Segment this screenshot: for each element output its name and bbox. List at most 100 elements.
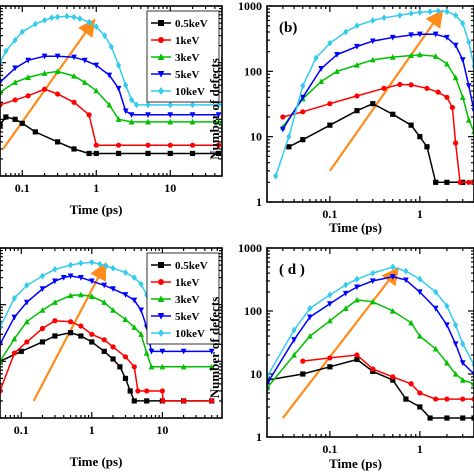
data-point bbox=[416, 31, 423, 38]
data-point bbox=[327, 39, 333, 47]
data-point bbox=[32, 129, 38, 135]
data-point bbox=[354, 275, 360, 283]
data-point bbox=[11, 335, 18, 342]
data-point bbox=[389, 34, 396, 41]
legend: 0.5keV 1keV 3keV 5keV 10keV bbox=[146, 252, 220, 345]
data-point bbox=[444, 60, 450, 67]
data-point bbox=[131, 324, 138, 330]
legend-marker bbox=[158, 279, 164, 285]
data-point bbox=[416, 332, 423, 339]
data-point bbox=[128, 96, 135, 104]
data-point bbox=[180, 363, 187, 370]
data-point bbox=[189, 142, 196, 148]
data-point bbox=[77, 15, 83, 22]
x-axis-title: Time (ps) bbox=[70, 454, 123, 469]
data-point bbox=[354, 356, 360, 363]
series-1keV bbox=[0, 86, 222, 148]
data-point bbox=[342, 290, 349, 297]
data-point bbox=[110, 344, 116, 350]
legend-label: 10keV bbox=[175, 86, 205, 98]
data-point bbox=[19, 120, 25, 126]
trend-arrow bbox=[281, 266, 400, 419]
legend-marker bbox=[158, 87, 164, 95]
data-point bbox=[354, 284, 360, 291]
data-point bbox=[49, 14, 55, 22]
y-tick-label: 1 bbox=[256, 195, 262, 209]
data-point bbox=[370, 101, 376, 107]
data-point bbox=[369, 298, 376, 305]
y-tick-label: 100 bbox=[244, 304, 262, 318]
data-point bbox=[327, 122, 333, 128]
data-point bbox=[435, 89, 441, 95]
data-point bbox=[78, 323, 84, 329]
data-point bbox=[122, 316, 129, 322]
panel-c: 0.1 1 10 Time (ps) 0.5keV 1keV 3keV 5keV 10keV bbox=[0, 247, 223, 469]
data-point bbox=[39, 272, 46, 280]
data-point bbox=[115, 116, 122, 122]
data-point bbox=[291, 326, 297, 334]
data-point bbox=[167, 150, 173, 157]
data-point bbox=[327, 317, 333, 324]
data-point bbox=[127, 388, 133, 394]
data-point bbox=[128, 118, 135, 125]
data-point bbox=[427, 415, 433, 421]
y-tick-label: 100 bbox=[244, 64, 262, 78]
data-point bbox=[433, 179, 439, 185]
data-point bbox=[459, 376, 466, 383]
data-point bbox=[327, 364, 333, 370]
data-point bbox=[93, 150, 99, 157]
x-tick-label: 1 bbox=[417, 207, 423, 221]
data-point bbox=[131, 398, 137, 404]
panel-b: 0.1 1 1 10 100 1000 Time (ps) Number of defects… bbox=[207, 0, 474, 235]
data-point bbox=[334, 52, 340, 58]
data-point bbox=[460, 415, 466, 421]
data-point bbox=[115, 61, 122, 69]
data-point bbox=[0, 122, 3, 128]
data-point bbox=[417, 390, 423, 396]
data-point bbox=[286, 144, 292, 150]
x-axis-title: Time (ps) bbox=[329, 220, 382, 235]
data-point bbox=[78, 291, 84, 298]
data-point bbox=[416, 51, 423, 58]
data-point bbox=[452, 42, 459, 49]
data-point bbox=[18, 348, 24, 354]
data-point bbox=[209, 398, 215, 404]
data-point bbox=[208, 363, 215, 370]
data-point bbox=[334, 68, 340, 74]
data-point bbox=[11, 314, 18, 321]
legend-label: 1keV bbox=[175, 277, 200, 289]
data-point bbox=[115, 142, 122, 148]
data-point bbox=[354, 352, 360, 358]
panel-label: (b) bbox=[279, 20, 297, 36]
series-0.5keV bbox=[0, 114, 222, 157]
data-point bbox=[327, 101, 333, 107]
series-10keV bbox=[273, 7, 474, 180]
series-3keV bbox=[279, 51, 474, 135]
data-point bbox=[52, 278, 58, 285]
x-tick-label: 1 bbox=[417, 442, 423, 456]
data-point bbox=[444, 94, 450, 100]
data-point bbox=[24, 281, 30, 289]
legend-marker bbox=[158, 262, 164, 268]
data-point bbox=[122, 292, 129, 298]
data-point bbox=[110, 264, 116, 272]
data-point bbox=[135, 388, 141, 394]
data-point bbox=[115, 85, 122, 92]
data-point bbox=[24, 339, 30, 345]
data-point bbox=[417, 8, 423, 16]
data-point bbox=[452, 341, 459, 348]
x-axis-title: Time (ps) bbox=[70, 202, 123, 217]
data-point bbox=[144, 398, 150, 404]
trend-arrow bbox=[2, 18, 96, 150]
data-point bbox=[465, 116, 472, 123]
series-line bbox=[282, 33, 474, 130]
legend-label: 5keV bbox=[175, 311, 200, 323]
data-point bbox=[216, 150, 222, 157]
series-5keV bbox=[0, 273, 215, 355]
data-point bbox=[159, 388, 165, 394]
data-point bbox=[444, 34, 450, 41]
x-tick-label: 10 bbox=[164, 181, 176, 195]
legend-label: 0.5keV bbox=[175, 260, 208, 272]
x-tick-label: 0.1 bbox=[14, 423, 29, 437]
x-tick-label: 10 bbox=[156, 423, 168, 437]
